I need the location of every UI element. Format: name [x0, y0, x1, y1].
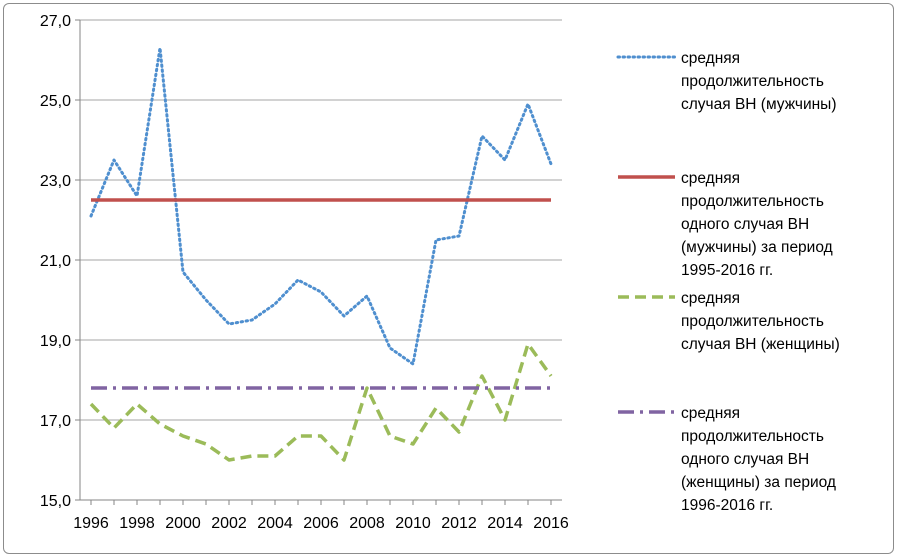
- legend-label: одного случая ВН: [681, 451, 809, 468]
- y-tick-label: 17,0: [40, 413, 71, 430]
- x-tick-label: 2012: [441, 515, 477, 532]
- series-lines: [89, 46, 553, 462]
- legend-label: средняя: [681, 290, 740, 307]
- x-tick-label: 2010: [395, 515, 431, 532]
- legend-label: одного случая ВН: [681, 216, 809, 233]
- legend-label: средняя: [681, 405, 740, 422]
- legend-label: (мужчины) за период: [681, 239, 833, 256]
- series-line-1: [89, 46, 553, 366]
- legend-label: случая ВН (мужчины): [681, 96, 836, 113]
- series-line-3: [89, 342, 553, 462]
- x-tick-label: 2016: [533, 515, 569, 532]
- x-tick-label: 2002: [211, 515, 247, 532]
- y-tick-label: 27,0: [40, 13, 71, 30]
- legend-label: средняя: [681, 50, 740, 67]
- legend-label: (женщины) за период: [681, 474, 836, 491]
- axes: [75, 19, 562, 505]
- y-axis-ticks: 15,0 17,0 19,0 21,0 23,0 25,0 27,0: [40, 13, 71, 510]
- legend: средняя продолжительность случая ВН (мужчи…: [616, 50, 840, 514]
- y-tick-label: 15,0: [40, 493, 71, 510]
- legend-label: 1996-2016 гг.: [681, 497, 773, 514]
- legend-label: продолжительность: [681, 313, 824, 330]
- x-tick-label: 2004: [257, 515, 293, 532]
- gridlines: [80, 19, 562, 421]
- y-tick-label: 19,0: [40, 333, 71, 350]
- x-tick-label: 2000: [165, 515, 201, 532]
- legend-label: случая ВН (женщины): [681, 336, 840, 353]
- legend-label: продолжительность: [681, 73, 824, 90]
- x-tick-label: 2006: [303, 515, 339, 532]
- x-tick-label: 2014: [487, 515, 523, 532]
- legend-label: 1995-2016 гг.: [681, 262, 773, 279]
- legend-label: средняя: [681, 170, 740, 187]
- x-tick-label: 1996: [73, 515, 109, 532]
- x-tick-label: 2008: [349, 515, 385, 532]
- y-tick-label: 21,0: [40, 253, 71, 270]
- legend-label: продолжительность: [681, 428, 824, 445]
- y-tick-label: 25,0: [40, 93, 71, 110]
- legend-label: продолжительность: [681, 193, 824, 210]
- x-axis-ticks: 1996 1998 2000 2002 2004 2006 2008 2010 2012 2014…: [73, 515, 569, 532]
- y-tick-label: 23,0: [40, 173, 71, 190]
- x-tick-label: 1998: [119, 515, 155, 532]
